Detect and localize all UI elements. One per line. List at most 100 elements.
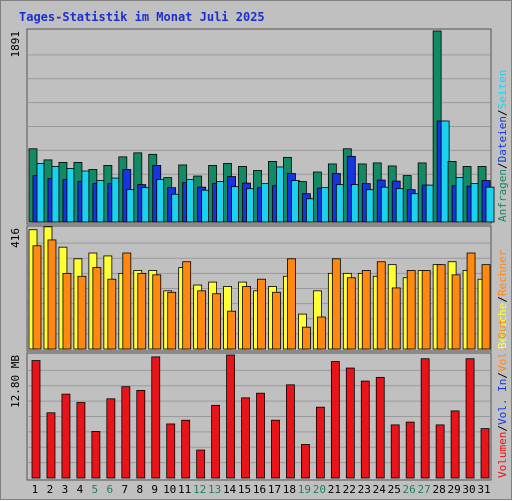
x-tick-day-13: 13 (208, 483, 221, 496)
bar-volume-volumen-day-24 (375, 376, 385, 479)
legend-hits: Anfragen/Dateien/Seiten (496, 70, 509, 222)
x-tick-day-5: 5 (92, 483, 99, 496)
bar-volume-volumen-day-26 (405, 421, 415, 479)
x-tick-day-15: 15 (238, 483, 251, 496)
x-tick-day-1: 1 (32, 483, 39, 496)
legend-entry: Besuche (496, 303, 509, 349)
x-tick-day-19: 19 (298, 483, 311, 496)
bar-volume-volumen-day-6 (106, 398, 116, 479)
bar-volume-volumen-day-1 (31, 360, 41, 479)
x-tick-day-24: 24 (373, 483, 387, 496)
bar-visits-rechner-day-28 (436, 264, 446, 350)
bar-visits-rechner-day-8 (137, 272, 147, 350)
bar-volume-volumen-day-20 (315, 406, 325, 479)
bar-visits-rechner-day-18 (287, 258, 296, 350)
bar-visits-rechner-day-12 (197, 290, 207, 350)
bar-visits-rechner-day-21 (331, 258, 341, 350)
bar-volume-volumen-day-4 (76, 402, 86, 479)
bar-visits-rechner-day-19 (302, 326, 311, 350)
bar-visits-rechner-day-13 (212, 293, 222, 350)
x-tick-day-18: 18 (283, 483, 296, 496)
x-tick-day-21: 21 (328, 483, 341, 496)
bar-visits-rechner-day-6 (107, 278, 117, 350)
bar-visits-rechner-day-1 (32, 245, 42, 350)
x-tick-day-11: 11 (178, 483, 191, 496)
x-tick-day-3: 3 (62, 483, 69, 496)
bar-visits-rechner-day-26 (406, 270, 416, 350)
bar-volume-volumen-day-27 (420, 358, 430, 479)
bar-volume-volumen-day-14 (226, 354, 235, 479)
bar-volume-volumen-day-25 (390, 424, 400, 479)
y-max-label: 12.80 MB (9, 355, 22, 408)
legend-entry: Rechner (496, 249, 509, 296)
x-tick-day-2: 2 (47, 483, 54, 496)
bar-volume-volumen-day-3 (61, 393, 71, 479)
bar-visits-rechner-day-25 (391, 287, 401, 350)
x-tick-day-30: 30 (462, 483, 475, 496)
bar-visits-rechner-day-14 (227, 310, 236, 350)
bar-volume-volumen-day-30 (465, 358, 475, 479)
x-tick-day-12: 12 (193, 483, 206, 496)
legend-entry: Seiten (496, 70, 509, 110)
x-tick-day-26: 26 (403, 483, 416, 496)
bar-visits-rechner-day-11 (182, 261, 192, 350)
x-tick-day-28: 28 (432, 483, 445, 496)
bar-volume-volumen-day-21 (330, 361, 340, 479)
bar-visits-rechner-day-4 (77, 275, 87, 350)
x-tick-day-9: 9 (151, 483, 158, 496)
bar-visits-rechner-day-29 (451, 274, 461, 350)
bar-volume-volumen-day-12 (196, 449, 206, 479)
x-tick-day-31: 31 (477, 483, 490, 496)
bar-volume-volumen-day-19 (301, 444, 310, 479)
bar-volume-volumen-day-15 (241, 397, 250, 479)
x-tick-day-17: 17 (268, 483, 281, 496)
panel-visits: 416 Besuche/Rechner (9, 225, 509, 352)
bar-volume-volumen-day-31 (480, 428, 490, 479)
bar-visits-rechner-day-17 (272, 291, 281, 350)
legend-volume: Volumen/Vol. In/Vol. Out (496, 319, 509, 478)
x-tick-day-8: 8 (136, 483, 143, 496)
bar-volume-volumen-day-22 (345, 367, 355, 479)
bar-visits-rechner-day-3 (62, 272, 72, 350)
legend-separator: / (496, 109, 509, 116)
bar-visits-rechner-day-31 (481, 264, 491, 350)
bar-volume-volumen-day-7 (121, 386, 131, 479)
bar-volume-volumen-day-28 (435, 424, 445, 479)
bar-volume-volumen-day-13 (211, 404, 221, 479)
bar-visits-rechner-day-10 (167, 291, 177, 350)
bar-volume-volumen-day-16 (256, 392, 265, 479)
x-tick-day-10: 10 (163, 483, 176, 496)
legend-entry: Volumen (496, 432, 509, 478)
x-tick-day-4: 4 (77, 483, 84, 496)
legend-entry: Dateien (496, 116, 509, 162)
x-tick-day-6: 6 (107, 483, 114, 496)
legend-entry: Anfragen (496, 169, 509, 222)
x-tick-day-23: 23 (358, 483, 371, 496)
x-tick-day-25: 25 (388, 483, 401, 496)
bar-volume-volumen-day-17 (271, 419, 280, 479)
bar-volume-volumen-day-2 (46, 412, 56, 479)
bar-visits-rechner-day-2 (47, 239, 57, 350)
bar-visits-rechner-day-23 (361, 270, 371, 350)
legend-entry: Vol. Out (496, 319, 509, 372)
x-tick-day-29: 29 (447, 483, 460, 496)
bar-visits-rechner-day-24 (376, 261, 386, 350)
bar-visits-rechner-day-15 (242, 286, 251, 350)
bar-visits-rechner-day-16 (257, 278, 266, 350)
bar-volume-volumen-day-8 (136, 390, 146, 479)
legend-separator: / (496, 425, 509, 432)
x-tick-day-14: 14 (223, 483, 237, 496)
bar-volume-volumen-day-10 (166, 423, 176, 479)
bar-volume-volumen-day-11 (181, 419, 191, 479)
x-tick-day-16: 16 (253, 483, 266, 496)
bar-visits-rechner-day-5 (92, 267, 102, 350)
bar-hits-seiten-day-31 (485, 186, 495, 223)
y-max-label: 416 (9, 228, 22, 248)
bar-visits-rechner-day-27 (421, 270, 431, 350)
legend-entry: Vol. In (496, 379, 509, 425)
x-tick-day-22: 22 (343, 483, 356, 496)
legend-separator: / (496, 162, 509, 169)
bar-volume-volumen-day-9 (151, 356, 161, 479)
